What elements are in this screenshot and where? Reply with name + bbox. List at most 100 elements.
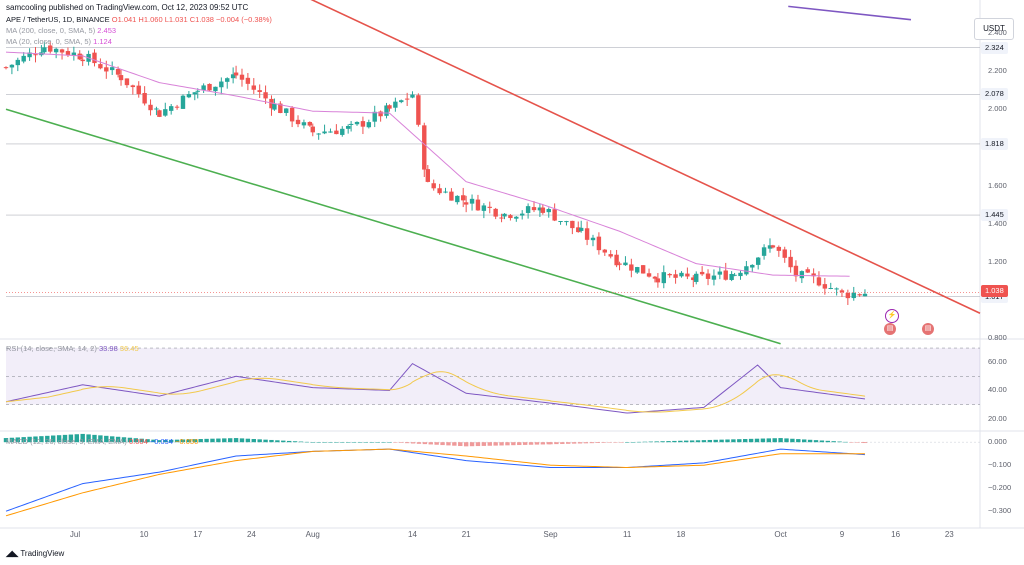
- candle-body: [493, 208, 498, 217]
- candle-body: [301, 122, 307, 126]
- candle-body: [755, 257, 761, 265]
- macd-histogram-bar: [269, 439, 274, 443]
- macd-histogram-bar: [772, 438, 777, 443]
- candle-body: [278, 103, 283, 114]
- macd-histogram-bar: [625, 442, 630, 443]
- macd-histogram-bar: [393, 442, 398, 443]
- macd-histogram-bar: [222, 438, 227, 443]
- candle-body: [295, 119, 301, 125]
- macd-histogram-bar: [475, 442, 481, 447]
- macd-histogram-bar: [743, 439, 748, 443]
- candle-body: [705, 273, 711, 279]
- time-tick-label: 14: [408, 530, 417, 539]
- price-tick-label: 1.400: [988, 218, 1007, 228]
- macd-histogram-bar: [104, 435, 109, 443]
- lightning-icon[interactable]: ⚡: [885, 309, 899, 323]
- macd-histogram-bar: [257, 439, 262, 443]
- macd-legend[interactable]: MACD (12, 26, close, 9, EMA, EMA) 0.004 …: [6, 437, 198, 447]
- candle-body: [761, 247, 767, 256]
- macd-histogram-bar: [796, 439, 801, 443]
- symbol-legend[interactable]: APE / TetherUS, 1D, BINANCE O1.041 H1.06…: [6, 15, 272, 25]
- candle-body: [239, 74, 245, 80]
- candle-body: [788, 256, 793, 268]
- macd-histogram-bar: [707, 439, 713, 443]
- macd-histogram-bar: [33, 436, 38, 443]
- macd-histogram-bar: [227, 438, 233, 443]
- candle-body: [15, 59, 20, 66]
- macd-histogram-bar: [422, 442, 428, 445]
- time-tick-label: 16: [891, 530, 901, 539]
- candle-body: [596, 236, 602, 251]
- macd-histogram-bar: [737, 439, 742, 443]
- macd-histogram-bar: [322, 442, 327, 443]
- macd-histogram-bar: [713, 439, 718, 443]
- symbol-name: APE / TetherUS, 1D, BINANCE: [6, 15, 110, 24]
- candle-body: [679, 272, 684, 277]
- candle-body: [174, 106, 180, 108]
- macd-histogram-bar: [672, 440, 677, 443]
- candle-body: [345, 125, 351, 129]
- candle-body: [805, 269, 810, 273]
- macd-histogram-bar: [825, 440, 830, 443]
- ma200-legend[interactable]: MA (200, close, 0, SMA, 5) 2.453: [6, 26, 116, 36]
- macd-histogram-bar: [39, 436, 44, 443]
- candle-body: [673, 274, 678, 278]
- candle-body: [558, 221, 563, 223]
- currency-selector[interactable]: USDT: [974, 18, 1014, 40]
- candle-body: [816, 277, 822, 286]
- candle-body: [531, 207, 537, 211]
- macd-histogram-bar: [381, 442, 386, 443]
- candle-body: [154, 108, 159, 110]
- us-flag-icon[interactable]: ▤: [884, 323, 896, 335]
- macd-histogram-bar: [204, 438, 209, 443]
- candle-body: [738, 272, 743, 277]
- macd-histogram-bar: [45, 435, 50, 443]
- macd-tick-label: −0.300: [988, 506, 1012, 516]
- candle-body: [340, 128, 345, 135]
- publisher-header: samcooling published on TradingView.com,…: [6, 3, 249, 12]
- candle-body: [537, 207, 543, 211]
- candle-body: [310, 126, 315, 133]
- macd-histogram-bar: [145, 439, 150, 443]
- candle-body: [289, 107, 295, 122]
- candle-body: [328, 131, 333, 133]
- candle-body: [578, 227, 584, 231]
- macd-histogram-bar: [133, 438, 138, 443]
- macd-histogram-bar: [157, 440, 162, 443]
- macd-histogram-bar: [801, 439, 807, 443]
- candle-body: [59, 49, 65, 53]
- macd-histogram-bar: [168, 439, 174, 443]
- candle-body: [828, 287, 833, 289]
- candle-body: [42, 47, 47, 53]
- rsi-tick-label: 40.00: [988, 385, 1007, 395]
- macd-histogram-bar: [607, 442, 612, 443]
- candle-body: [180, 95, 186, 109]
- price-tick-label: 2.000: [988, 104, 1007, 114]
- us-flag-icon[interactable]: ▤: [922, 323, 934, 335]
- time-tick-label: 9: [839, 530, 845, 539]
- time-tick-label: 23: [944, 530, 954, 539]
- candle-body: [195, 90, 200, 92]
- macd-histogram-bar: [9, 437, 15, 443]
- tradingview-logo[interactable]: ◢◣ TradingView: [6, 549, 64, 558]
- macd-histogram-bar: [719, 439, 724, 443]
- macd-histogram-bar: [363, 442, 369, 443]
- time-tick-label: 18: [676, 530, 686, 539]
- ma20-legend[interactable]: MA (20, close, 0, SMA, 5) 1.124: [6, 37, 112, 47]
- macd-histogram-bar: [210, 438, 215, 443]
- candle-body: [404, 98, 410, 100]
- candle-body: [862, 293, 868, 297]
- macd-histogram-bar: [534, 442, 540, 445]
- time-tick-label: Jul: [69, 530, 81, 539]
- macd-histogram-bar: [399, 442, 404, 443]
- candle-body: [767, 245, 773, 249]
- macd-histogram-bar: [404, 442, 410, 444]
- candle-body: [322, 131, 327, 134]
- macd-value: −0.054: [149, 437, 173, 446]
- macd-histogram-bar: [434, 442, 439, 445]
- macd-histogram-bar: [528, 442, 534, 445]
- macd-histogram-bar: [180, 439, 186, 443]
- candle-body: [115, 68, 121, 75]
- rsi-legend[interactable]: RSI (14, close, SMA, 14, 2) 33.98 36.45: [6, 344, 139, 354]
